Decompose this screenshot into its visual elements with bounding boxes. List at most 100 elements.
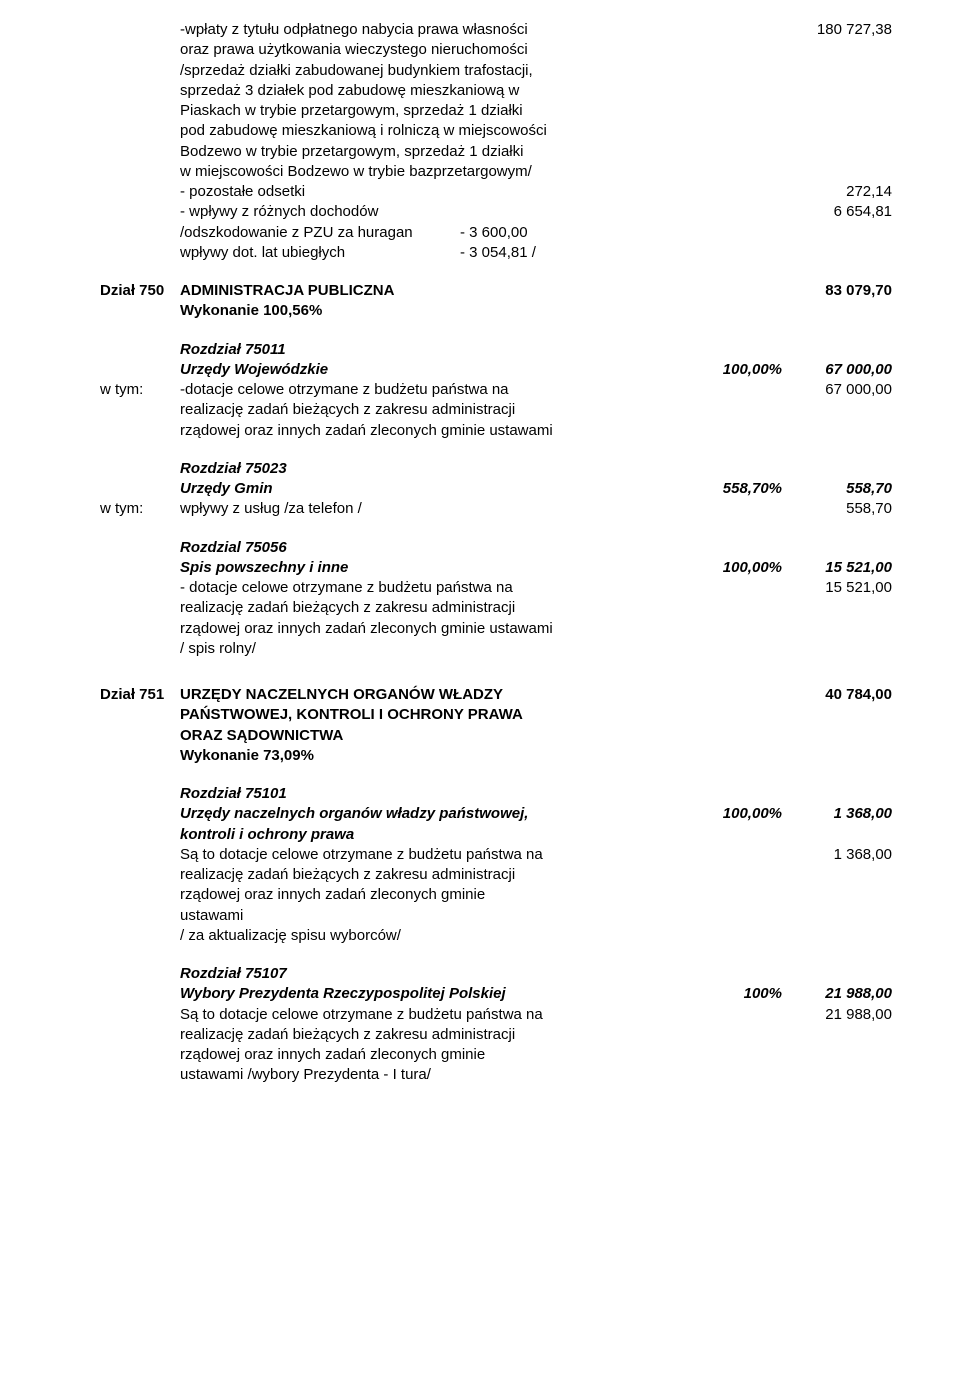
text-row: w tym: -dotacje celowe otrzymane z budże… bbox=[100, 380, 892, 400]
text-line: realizację zadań bieżących z zakresu adm… bbox=[180, 400, 692, 420]
chapter-label: Rozdział 75023 bbox=[180, 459, 692, 479]
amount: 67 000,00 bbox=[782, 380, 892, 400]
text-row: - wpływy z różnych dochodów 6 654,81 bbox=[100, 202, 892, 222]
text-row: / spis rolny/ bbox=[100, 639, 892, 659]
document-page: -wpłaty z tytułu odpłatnego nabycia praw… bbox=[0, 0, 960, 1126]
text-line: oraz prawa użytkowania wieczystego nieru… bbox=[180, 40, 692, 60]
chapter-label: Rozdział 75011 bbox=[180, 340, 692, 360]
w-tym-label: w tym: bbox=[100, 380, 180, 400]
text-row: - pozostałe odsetki 272,14 bbox=[100, 182, 892, 202]
text-row: realizację zadań bieżących z zakresu adm… bbox=[100, 598, 892, 618]
execution-line: Wykonanie 100,56% bbox=[180, 301, 692, 321]
text-row: Bodzewo w trybie przetargowym, sprzedaż … bbox=[100, 142, 892, 162]
chapter-label: Rozdział 75107 bbox=[180, 964, 692, 984]
percent: 100,00% bbox=[692, 804, 782, 824]
chapter-name: Urzędy naczelnych organów władzy państwo… bbox=[180, 804, 692, 824]
spacer bbox=[100, 659, 892, 685]
text-line: ustawami /wybory Prezydenta - I tura/ bbox=[180, 1065, 692, 1085]
text-row: rządowej oraz innych zadań zleconych gmi… bbox=[100, 885, 892, 905]
chapter-label: Rozdział 75101 bbox=[180, 784, 692, 804]
chapter-label: Rozdzial 75056 bbox=[180, 538, 692, 558]
text-row: realizację zadań bieżących z zakresu adm… bbox=[100, 1025, 892, 1045]
text-row: Wykonanie 73,09% bbox=[100, 746, 892, 766]
text-line: / za aktualizację spisu wyborców/ bbox=[180, 926, 692, 946]
chapter-header: Rozdział 75101 bbox=[100, 784, 892, 804]
text-line: rządowej oraz innych zadań zleconych gmi… bbox=[180, 421, 692, 441]
text-line: pod zabudowę mieszkaniową i rolniczą w m… bbox=[180, 121, 692, 141]
text-line: - 3 600,00 bbox=[460, 223, 682, 243]
text-row: Piaskach w trybie przetargowym, sprzedaż… bbox=[100, 101, 892, 121]
chapter-name-row: Urzędy Gmin 558,70% 558,70 bbox=[100, 479, 892, 499]
text-row: wpływy dot. lat ubiegłych - 3 054,81 / bbox=[100, 243, 892, 263]
spacer bbox=[100, 263, 892, 281]
two-col-line: /odszkodowanie z PZU za huragan - 3 600,… bbox=[180, 223, 692, 243]
amount: 6 654,81 bbox=[782, 202, 892, 222]
chapter-name: Wybory Prezydenta Rzeczypospolitej Polsk… bbox=[180, 984, 692, 1004]
text-row: / za aktualizację spisu wyborców/ bbox=[100, 926, 892, 946]
text-row: rządowej oraz innych zadań zleconych gmi… bbox=[100, 1045, 892, 1065]
text-row: rządowej oraz innych zadań zleconych gmi… bbox=[100, 619, 892, 639]
section-amount: 83 079,70 bbox=[782, 281, 892, 301]
amount: 558,70 bbox=[782, 479, 892, 499]
text-line: realizację zadań bieżących z zakresu adm… bbox=[180, 1025, 692, 1045]
amount: 15 521,00 bbox=[782, 578, 892, 598]
text-line: sprzedaż 3 działek pod zabudowę mieszkan… bbox=[180, 81, 692, 101]
chapter-name-row: Spis powszechny i inne 100,00% 15 521,00 bbox=[100, 558, 892, 578]
two-col-line: wpływy dot. lat ubiegłych - 3 054,81 / bbox=[180, 243, 692, 263]
amount: 1 368,00 bbox=[782, 804, 892, 824]
text-row: realizację zadań bieżących z zakresu adm… bbox=[100, 400, 892, 420]
amount: 21 988,00 bbox=[782, 1005, 892, 1025]
text-row: /sprzedaż działki zabudowanej budynkiem … bbox=[100, 61, 892, 81]
amount: 67 000,00 bbox=[782, 360, 892, 380]
text-line: rządowej oraz innych zadań zleconych gmi… bbox=[180, 619, 692, 639]
text-line: wpływy z usług /za telefon / bbox=[180, 499, 692, 519]
text-row: rządowej oraz innych zadań zleconych gmi… bbox=[100, 421, 892, 441]
chapter-name: Spis powszechny i inne bbox=[180, 558, 692, 578]
text-row: realizację zadań bieżących z zakresu adm… bbox=[100, 865, 892, 885]
text-row: ORAZ SĄDOWNICTWA bbox=[100, 726, 892, 746]
amount: 180 727,38 bbox=[782, 20, 892, 40]
percent: 558,70% bbox=[692, 479, 782, 499]
section-title: ADMINISTRACJA PUBLICZNA bbox=[180, 281, 692, 301]
chapter-header: Rozdzial 75056 bbox=[100, 538, 892, 558]
text-line: realizację zadań bieżących z zakresu adm… bbox=[180, 865, 692, 885]
text-line: - 3 054,81 / bbox=[460, 243, 682, 263]
execution-line: Wykonanie 73,09% bbox=[180, 746, 692, 766]
amount: 558,70 bbox=[782, 499, 892, 519]
text-line: -dotacje celowe otrzymane z budżetu pańs… bbox=[180, 380, 692, 400]
text-line: - pozostałe odsetki bbox=[180, 182, 692, 202]
text-row: ustawami bbox=[100, 906, 892, 926]
text-line: Bodzewo w trybie przetargowym, sprzedaż … bbox=[180, 142, 692, 162]
chapter-name: Urzędy Wojewódzkie bbox=[180, 360, 692, 380]
text-line: /odszkodowanie z PZU za huragan bbox=[180, 223, 460, 243]
text-line: - wpływy z różnych dochodów bbox=[180, 202, 692, 222]
text-row: Wykonanie 100,56% bbox=[100, 301, 892, 321]
text-line: realizację zadań bieżących z zakresu adm… bbox=[180, 598, 692, 618]
spacer bbox=[100, 766, 892, 784]
text-line: /sprzedaż działki zabudowanej budynkiem … bbox=[180, 61, 692, 81]
section-label: Dział 750 bbox=[100, 281, 180, 301]
amount: 15 521,00 bbox=[782, 558, 892, 578]
text-line: rządowej oraz innych zadań zleconych gmi… bbox=[180, 885, 692, 905]
chapter-name: kontroli i ochrony prawa bbox=[180, 825, 692, 845]
text-row: - dotacje celowe otrzymane z budżetu pań… bbox=[100, 578, 892, 598]
text-row: PAŃSTWOWEJ, KONTROLI I OCHRONY PRAWA bbox=[100, 705, 892, 725]
chapter-name-row: Urzędy Wojewódzkie 100,00% 67 000,00 bbox=[100, 360, 892, 380]
text-line: rządowej oraz innych zadań zleconych gmi… bbox=[180, 1045, 692, 1065]
section-title: URZĘDY NACZELNYCH ORGANÓW WŁADZY bbox=[180, 685, 692, 705]
spacer bbox=[100, 322, 892, 340]
chapter-name-row: Urzędy naczelnych organów władzy państwo… bbox=[100, 804, 892, 824]
text-row: w miejscowości Bodzewo w trybie bazprzet… bbox=[100, 162, 892, 182]
text-row: oraz prawa użytkowania wieczystego nieru… bbox=[100, 40, 892, 60]
text-line: - dotacje celowe otrzymane z budżetu pań… bbox=[180, 578, 692, 598]
amount: 21 988,00 bbox=[782, 984, 892, 1004]
spacer bbox=[100, 946, 892, 964]
text-line: Są to dotacje celowe otrzymane z budżetu… bbox=[180, 1005, 692, 1025]
text-row: w tym: wpływy z usług /za telefon / 558,… bbox=[100, 499, 892, 519]
chapter-header: Rozdział 75107 bbox=[100, 964, 892, 984]
text-row: ustawami /wybory Prezydenta - I tura/ bbox=[100, 1065, 892, 1085]
text-row: pod zabudowę mieszkaniową i rolniczą w m… bbox=[100, 121, 892, 141]
text-line: w miejscowości Bodzewo w trybie bazprzet… bbox=[180, 162, 692, 182]
text-line: ustawami bbox=[180, 906, 692, 926]
section-header: Dział 750 ADMINISTRACJA PUBLICZNA 83 079… bbox=[100, 281, 892, 301]
